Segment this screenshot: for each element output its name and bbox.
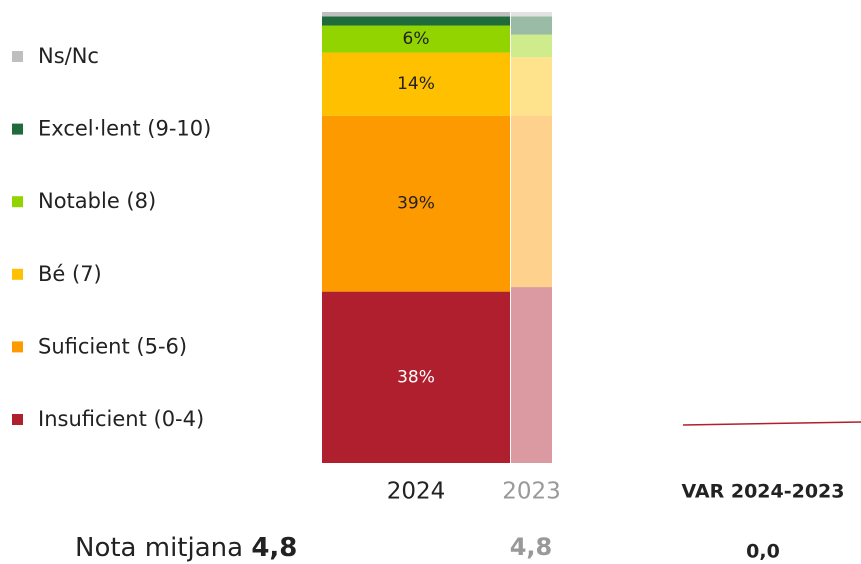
legend-label: Excel·lent (9-10) [38, 117, 211, 141]
legend-swatch [12, 123, 23, 135]
legend-label: Insuficient (0-4) [38, 407, 204, 431]
bar-segment [511, 16, 552, 35]
legend-label: Bé (7) [38, 262, 102, 286]
bar-segment [322, 52, 510, 116]
data-label: 6% [403, 29, 430, 49]
bar-segment [322, 16, 510, 26]
x-tick-label: 2023 [502, 479, 561, 505]
data-label: 38% [397, 367, 435, 387]
mean-label: Nota mitjana 4,8 [75, 533, 297, 563]
bar-segment [322, 115, 510, 292]
bar-segment [511, 34, 552, 58]
bar-segment [511, 12, 552, 17]
legend-swatch [12, 268, 23, 280]
legend-label: Suficient (5-6) [38, 334, 187, 358]
legend-swatch [12, 196, 23, 208]
bar-segment [322, 291, 510, 463]
legend-swatch [12, 51, 23, 62]
decor-line [682, 421, 861, 426]
mean-2023: 4,8 [510, 533, 553, 561]
mean-label-text: Nota mitjana [75, 533, 243, 563]
bar-segment [322, 12, 510, 17]
data-label: 39% [397, 194, 435, 214]
x-tick-label: 2024 [387, 479, 446, 505]
bar-segment [511, 57, 552, 116]
legend-label: Notable (8) [38, 189, 156, 213]
bar-segment [511, 287, 552, 463]
legend-swatch [12, 341, 23, 353]
var-value: 0,0 [746, 541, 780, 563]
var-label: VAR 2024-2023 [681, 481, 844, 503]
mean-2024: 4,8 [251, 533, 297, 563]
legend-swatch [12, 414, 23, 425]
bar-segment [322, 25, 510, 53]
legend-label: Ns/Nc [38, 44, 99, 68]
data-label: 14% [397, 74, 435, 94]
bar-segment [511, 115, 552, 288]
